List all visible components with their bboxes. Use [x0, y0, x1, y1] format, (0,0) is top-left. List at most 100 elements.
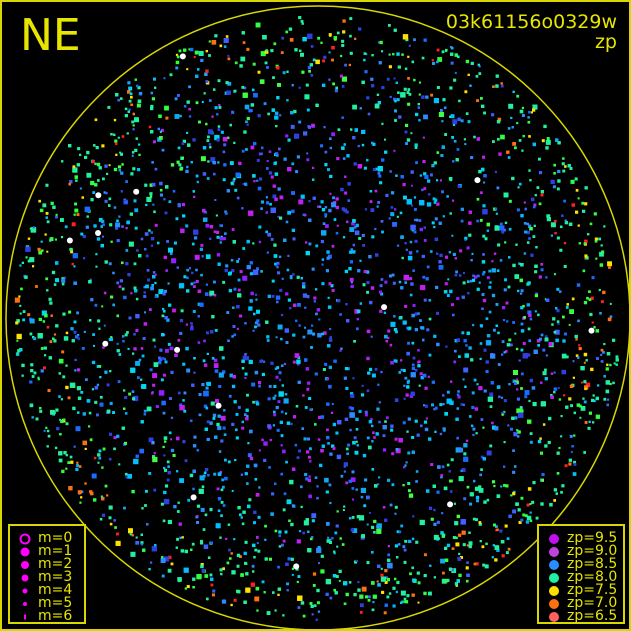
star-marker	[417, 349, 420, 352]
star-marker	[73, 445, 76, 448]
star-marker	[466, 544, 469, 547]
star-marker	[508, 227, 512, 231]
star-marker	[539, 337, 542, 341]
star-marker	[225, 81, 229, 85]
star-marker	[73, 281, 77, 285]
star-marker	[530, 111, 533, 114]
star-marker	[458, 573, 462, 578]
star-marker	[117, 98, 121, 102]
star-marker	[384, 518, 388, 522]
star-marker	[433, 576, 436, 579]
star-marker	[397, 65, 401, 69]
star-marker	[270, 237, 274, 241]
star-marker	[71, 339, 75, 343]
star-marker	[46, 445, 49, 448]
star-marker	[467, 120, 471, 124]
star-marker	[405, 142, 408, 145]
star-marker	[177, 146, 181, 150]
star-marker	[153, 140, 156, 144]
star-marker	[350, 528, 354, 532]
star-marker	[325, 592, 329, 596]
star-marker	[508, 103, 514, 109]
star-marker	[250, 582, 255, 587]
star-marker	[158, 356, 161, 360]
star-marker	[350, 248, 353, 251]
star-marker	[417, 361, 420, 364]
star-marker	[487, 396, 493, 402]
star-marker	[476, 383, 479, 386]
star-marker	[385, 339, 389, 343]
legend-entry: m=1	[10, 544, 84, 558]
star-marker	[140, 541, 144, 545]
star-marker	[297, 303, 301, 307]
star-marker	[353, 162, 357, 166]
star-marker	[112, 303, 115, 307]
star-marker	[153, 362, 159, 367]
star-marker	[511, 176, 515, 181]
star-marker	[103, 324, 106, 327]
star-marker	[239, 555, 242, 558]
star-marker	[378, 61, 382, 65]
star-marker	[390, 424, 394, 428]
star-marker	[349, 250, 353, 254]
star-marker	[60, 398, 63, 401]
star-marker	[317, 36, 321, 40]
star-marker	[434, 406, 438, 410]
star-marker	[187, 498, 191, 502]
star-marker	[137, 99, 142, 103]
star-marker	[232, 240, 236, 244]
star-marker	[118, 169, 121, 172]
star-marker	[295, 405, 299, 408]
star-marker	[159, 181, 163, 186]
star-marker	[340, 187, 344, 192]
star-marker	[385, 576, 388, 579]
star-marker	[75, 467, 79, 471]
star-marker	[482, 155, 485, 159]
star-marker	[176, 436, 180, 441]
star-marker	[153, 488, 157, 492]
star-marker	[512, 263, 516, 268]
star-marker	[431, 59, 434, 62]
star-marker	[312, 584, 316, 587]
star-marker	[231, 422, 235, 426]
star-marker	[343, 470, 346, 473]
star-marker	[179, 478, 184, 483]
star-marker	[372, 594, 377, 599]
star-marker	[71, 222, 76, 227]
star-marker	[304, 94, 310, 100]
star-marker	[394, 109, 397, 113]
star-marker	[414, 419, 418, 423]
star-marker	[419, 227, 423, 232]
star-marker	[149, 308, 152, 311]
star-marker	[305, 83, 309, 87]
star-marker	[158, 390, 165, 396]
star-marker	[342, 236, 346, 239]
star-marker	[76, 163, 80, 167]
star-marker	[159, 357, 163, 361]
star-marker	[327, 442, 330, 445]
legend-marker	[549, 611, 559, 622]
star-marker	[164, 556, 170, 562]
star-marker	[254, 548, 258, 552]
star-marker	[274, 262, 277, 266]
star-marker	[552, 185, 556, 189]
star-marker	[53, 339, 57, 343]
star-marker	[222, 504, 226, 507]
star-marker	[41, 310, 47, 316]
star-marker	[331, 403, 334, 406]
star-marker	[41, 249, 44, 252]
star-marker	[444, 412, 448, 416]
star-marker	[607, 317, 612, 322]
star-marker	[188, 115, 192, 118]
star-marker	[489, 444, 493, 448]
star-marker	[108, 164, 111, 167]
star-marker	[326, 539, 330, 543]
star-marker	[493, 523, 496, 527]
star-marker	[345, 447, 349, 451]
star-marker	[200, 507, 205, 512]
star-marker	[556, 309, 560, 313]
star-marker	[583, 451, 586, 454]
star-marker	[125, 180, 128, 183]
star-marker	[423, 404, 426, 407]
star-marker	[356, 444, 359, 447]
